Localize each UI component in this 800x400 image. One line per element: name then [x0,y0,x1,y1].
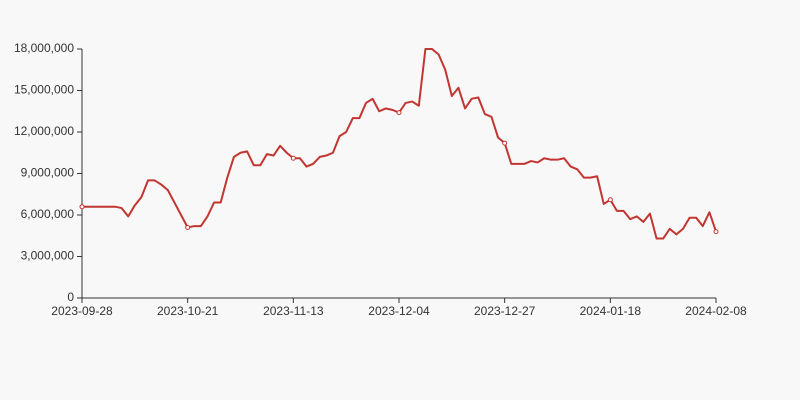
y-tick-label: 18,000,000 [14,41,74,55]
y-tick-label: 15,000,000 [14,83,74,97]
y-tick-label: 3,000,000 [21,249,75,263]
x-tick-label: 2023-11-13 [263,304,324,318]
x-tick-label: 2024-01-18 [580,304,642,318]
x-tick-label: 2023-12-04 [368,304,430,318]
x-tick-label: 2023-09-28 [51,304,113,318]
data-point [185,224,191,230]
y-tick-label: 6,000,000 [21,207,75,221]
x-tick-label: 2023-10-21 [157,304,219,318]
data-point [713,229,719,235]
data-point [290,155,296,161]
data-point [79,204,85,210]
y-tick-label: 9,000,000 [21,166,75,180]
data-line [82,48,717,240]
x-tick-label: 2024-02-08 [685,304,747,318]
data-point [502,140,508,146]
data-point [396,110,402,116]
x-tick-label: 2023-12-27 [474,304,536,318]
y-tick-label: 12,000,000 [14,124,74,138]
y-tick-label: 0 [67,290,74,304]
data-point [607,197,613,203]
